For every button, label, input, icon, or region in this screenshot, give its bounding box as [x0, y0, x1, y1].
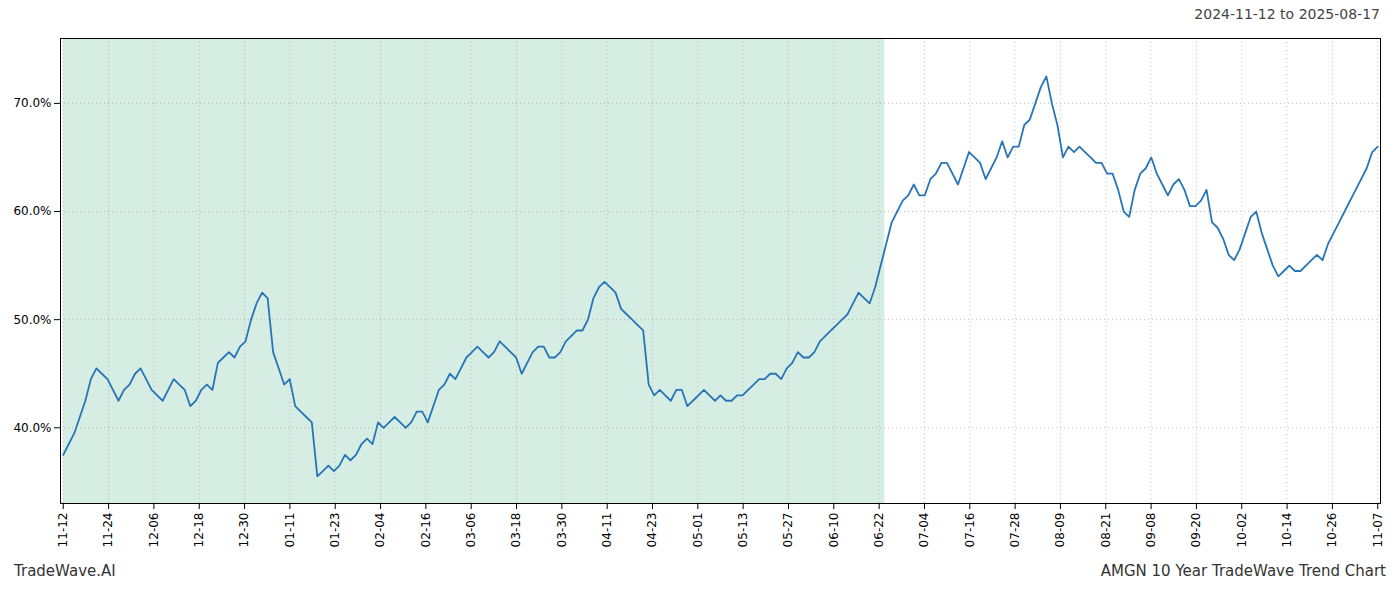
svg-text:12-06: 12-06 — [147, 513, 161, 548]
svg-text:03-06: 03-06 — [464, 513, 478, 548]
svg-text:10-02: 10-02 — [1235, 513, 1249, 548]
svg-text:02-16: 02-16 — [419, 513, 433, 548]
svg-text:08-21: 08-21 — [1099, 513, 1113, 548]
svg-text:11-24: 11-24 — [101, 513, 115, 548]
svg-text:04-11: 04-11 — [600, 513, 614, 548]
svg-text:09-08: 09-08 — [1144, 513, 1158, 548]
html-text:2024-11-12 to 2025-08-17: 2024-11-12 to 2025-08-17 — [1194, 6, 1380, 22]
svg-text:05-01: 05-01 — [691, 513, 705, 548]
svg-text:04-23: 04-23 — [645, 513, 659, 548]
svg-text:10-14: 10-14 — [1280, 513, 1294, 548]
svg-text:06-10: 06-10 — [827, 513, 841, 548]
svg-text:03-18: 03-18 — [509, 513, 523, 548]
html-text:AMGN 10 Year TradeWave Trend C: AMGN 10 Year TradeWave Trend Chart — [1100, 562, 1386, 580]
svg-text:12-30: 12-30 — [237, 513, 251, 548]
svg-text:07-04: 07-04 — [917, 513, 931, 548]
svg-text:11-07: 11-07 — [1371, 513, 1385, 548]
svg-text:01-11: 01-11 — [283, 513, 297, 548]
svg-text:08-09: 08-09 — [1053, 513, 1067, 548]
svg-text:05-27: 05-27 — [781, 513, 795, 548]
svg-text:06-22: 06-22 — [872, 513, 886, 548]
svg-text:50.0%: 50.0% — [13, 313, 51, 327]
svg-text:03-30: 03-30 — [555, 513, 569, 548]
svg-text:10-26: 10-26 — [1325, 513, 1339, 548]
svg-text:02-04: 02-04 — [373, 513, 387, 548]
svg-text:60.0%: 60.0% — [13, 204, 51, 218]
svg-text:07-28: 07-28 — [1008, 513, 1022, 548]
svg-text:40.0%: 40.0% — [13, 421, 51, 435]
svg-text:12-18: 12-18 — [192, 513, 206, 548]
svg-text:70.0%: 70.0% — [13, 96, 51, 110]
svg-text:07-16: 07-16 — [963, 513, 977, 548]
html-text:TradeWave.AI: TradeWave.AI — [14, 562, 116, 580]
svg-text:01-23: 01-23 — [328, 513, 342, 548]
svg-text:05-13: 05-13 — [736, 513, 750, 548]
svg-text:11-12: 11-12 — [56, 513, 70, 548]
svg-text:09-20: 09-20 — [1189, 513, 1203, 548]
